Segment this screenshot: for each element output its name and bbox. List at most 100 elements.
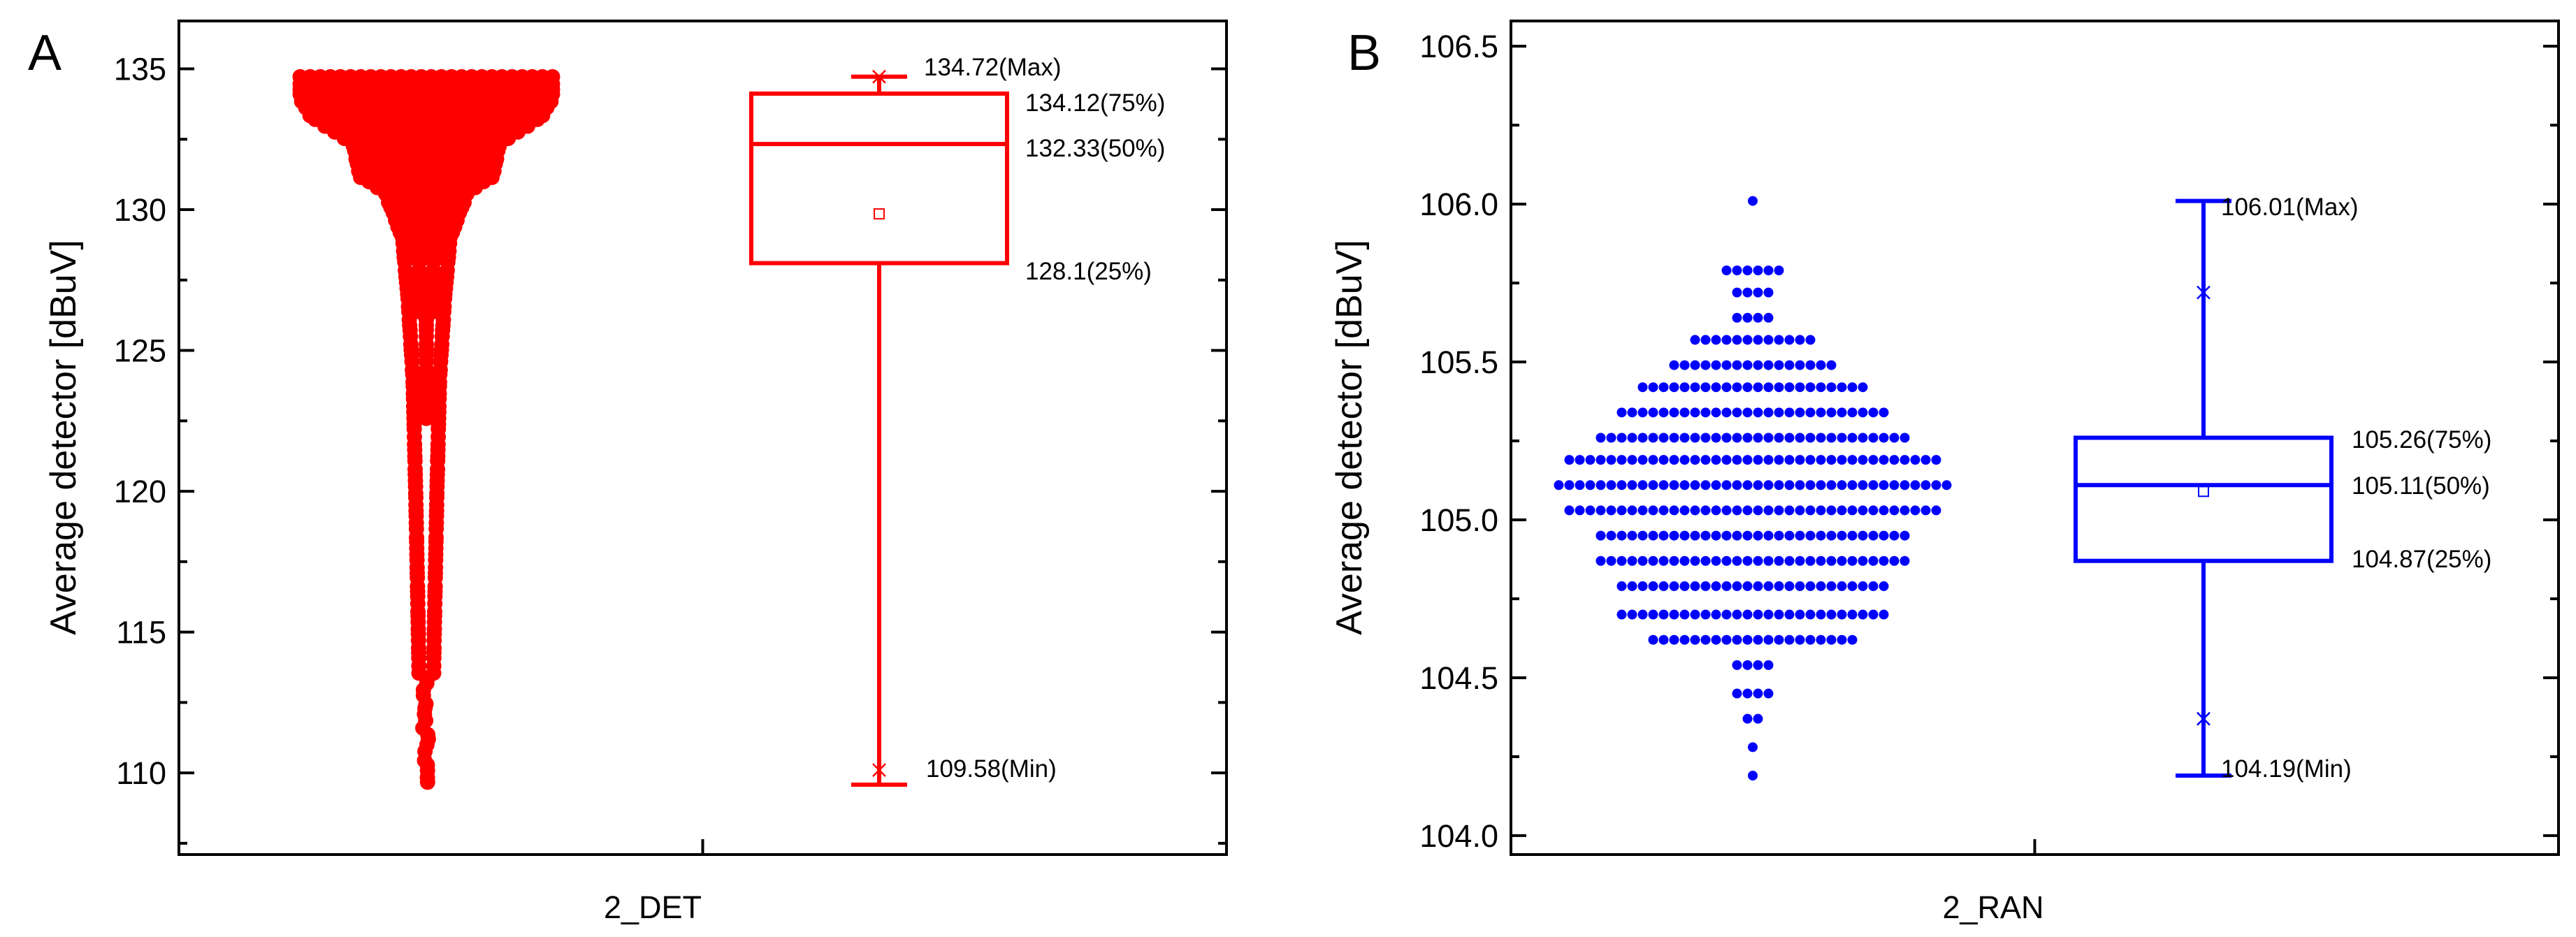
panel-b-data-point <box>1784 480 1795 491</box>
panel-b-data-point <box>1784 505 1795 516</box>
panel-b-data-point <box>1868 581 1879 591</box>
panel-b-data-point <box>1753 287 1763 298</box>
panel-b-data-point <box>1690 360 1700 370</box>
panel-b-data-point <box>1711 634 1721 645</box>
panel-b-data-point <box>1763 530 1774 541</box>
panel-b-data-point <box>1753 407 1763 418</box>
panel-b-data-point <box>1742 660 1753 670</box>
panel-b-data-point <box>1858 433 1868 443</box>
panel-b-data-point <box>1784 382 1795 393</box>
panel-b-data-point <box>1711 335 1721 345</box>
panel-b-data-point <box>1774 609 1784 620</box>
panel-b-data-point <box>1690 382 1700 393</box>
panel-b-y-tick-label: 105.5 <box>1419 344 1498 380</box>
panel-b-data-point <box>1889 455 1900 465</box>
panel-b-data-point <box>1774 555 1784 566</box>
panel-b-data-point <box>1826 433 1837 443</box>
panel-b-data-point <box>1763 407 1774 418</box>
panel-b-data-point <box>1889 433 1900 443</box>
panel-b-data-point <box>1658 455 1669 465</box>
panel-b-data-point <box>1805 407 1816 418</box>
panel-b-data-point <box>1900 480 1910 491</box>
panel-b-data-point <box>1648 634 1658 645</box>
panel-a-p99-marker <box>872 69 886 84</box>
panel-b-data-point <box>1648 455 1658 465</box>
panel-b-data-point <box>1637 530 1648 541</box>
panel-b-data-point <box>1847 480 1858 491</box>
panel-b-data-point <box>1721 530 1732 541</box>
panel-a-y-tick-label: 125 <box>114 333 166 369</box>
panel-b-data-point <box>1879 433 1889 443</box>
panel-b-data-point <box>1554 480 1564 491</box>
panel-b-data-point <box>1658 530 1669 541</box>
panel-b-boxplot <box>2074 198 2333 778</box>
panel-b-data-point <box>1732 609 1742 620</box>
panel-b-data-point <box>1627 480 1637 491</box>
panel-b-data-point <box>1920 455 1931 465</box>
panel-b-data-point <box>1564 455 1575 465</box>
panel-b-data-point <box>1658 505 1669 516</box>
panel-b-data-point <box>1637 581 1648 591</box>
panel-b-data-point <box>1627 433 1637 443</box>
panel-b-y-tick-label: 104.5 <box>1419 660 1498 696</box>
panel-b-data-point <box>1837 609 1847 620</box>
panel-b-data-point <box>1742 480 1753 491</box>
panel-b-y-tick-label: 106.5 <box>1419 29 1498 64</box>
panel-b-data-point <box>1805 335 1816 345</box>
panel-b-data-point <box>1763 480 1774 491</box>
panel-b-data-point <box>1690 433 1700 443</box>
panel-b-data-point <box>1679 360 1690 370</box>
panel-b-data-point <box>1784 581 1795 591</box>
panel-b-q1-label: 104.87(25%) <box>2352 546 2491 573</box>
panel-b-data-point <box>1732 265 1742 275</box>
panel-b-data-point <box>1627 530 1637 541</box>
panel-b-data-point <box>1606 530 1616 541</box>
panel-b-data-point <box>1858 581 1868 591</box>
panel-b-data-point <box>1858 555 1868 566</box>
panel-b-data-point <box>1627 555 1637 566</box>
panel-b-data-point <box>1700 555 1711 566</box>
panel-b-data-point <box>1879 407 1889 418</box>
panel-b-data-point <box>1931 505 1941 516</box>
panel-b-data-point <box>1784 433 1795 443</box>
panel-b-data-point <box>1711 455 1721 465</box>
panel-b-data-point <box>1732 688 1742 699</box>
panel-b-data-point <box>1669 455 1679 465</box>
panel-b-data-point <box>1637 407 1648 418</box>
panel-b-data-point <box>1637 455 1648 465</box>
panel-b-data-point <box>1805 530 1816 541</box>
panel-b-data-point <box>1732 660 1742 670</box>
panel-b-data-point <box>1879 480 1889 491</box>
panel-b-swarm <box>1554 196 1952 781</box>
panel-b-data-point <box>1774 433 1784 443</box>
panel-b-data-point <box>1784 455 1795 465</box>
panel-b-data-point <box>1585 505 1595 516</box>
panel-b-data-point <box>1732 581 1742 591</box>
panel-b-data-point <box>1795 555 1805 566</box>
panel-b-data-point <box>1858 407 1868 418</box>
panel-b-data-point <box>1753 581 1763 591</box>
panel-b-data-point <box>1690 555 1700 566</box>
panel-b-data-point <box>1868 505 1879 516</box>
panel-b-data-point <box>1826 634 1837 645</box>
panel-b-data-point <box>1700 609 1711 620</box>
panel-b-data-point <box>1889 505 1900 516</box>
panel-b-data-point <box>1748 771 1758 781</box>
panel-b-data-point <box>1795 634 1805 645</box>
panel-b-box-labels: 106.01(Max) 105.26(75%) 105.11(50%) 104.… <box>2221 194 2491 783</box>
panel-b-data-point <box>1637 505 1648 516</box>
panel-b-data-point <box>1742 530 1753 541</box>
panel-b-data-point <box>1658 555 1669 566</box>
panel-b-data-point <box>1669 433 1679 443</box>
panel-b-data-point <box>1732 287 1742 298</box>
panel-b-data-point <box>1837 634 1847 645</box>
panel-a-p1-marker <box>872 763 886 777</box>
panel-b-data-point <box>1816 407 1826 418</box>
panel-b-data-point <box>1679 480 1690 491</box>
panel-b-data-point <box>1837 581 1847 591</box>
panel-b-data-point <box>1931 455 1941 465</box>
panel-b-data-point <box>1837 433 1847 443</box>
panel-b-data-point <box>1732 480 1742 491</box>
panel-b-data-point <box>1742 407 1753 418</box>
panel-b-data-point <box>1816 555 1826 566</box>
